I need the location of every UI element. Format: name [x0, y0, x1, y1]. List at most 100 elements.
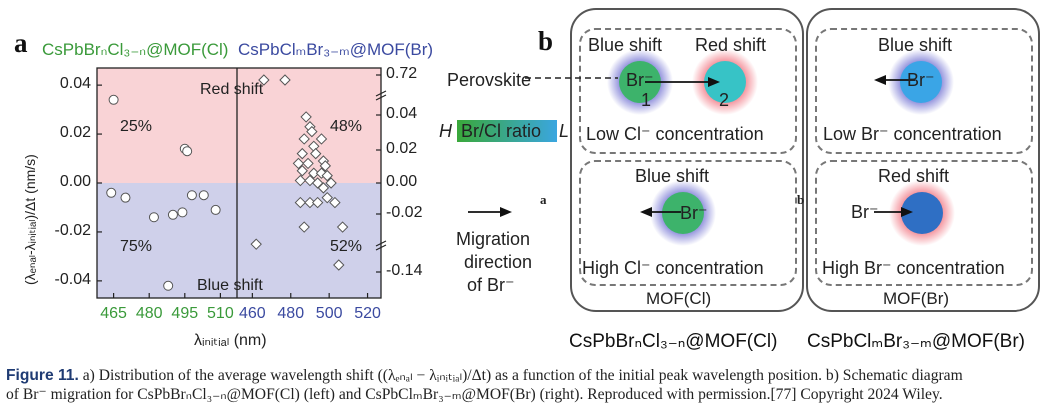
- perovskite-label: Perovskite: [447, 70, 532, 90]
- scatter-chart: [96, 67, 387, 299]
- circle-green-3: [662, 192, 704, 234]
- data-point-circle: [186, 190, 197, 201]
- mof-br-label: MOF(Br): [883, 289, 950, 308]
- pct-bottom-left: 75%: [120, 238, 153, 255]
- data-point-circle: [167, 209, 178, 220]
- pct-top-left: 25%: [120, 118, 153, 135]
- left-axis-ticks: [97, 84, 102, 282]
- bottom-label-left: CsPbBrₙCl₃₋ₙ@MOF(Cl): [569, 331, 778, 352]
- low-br-label: Low Br⁻ concentration: [823, 124, 1002, 144]
- data-point-diamond: [325, 177, 337, 189]
- br-label-3: Br⁻: [907, 70, 935, 90]
- low-cl-label: Low Cl⁻ concentration: [586, 124, 764, 144]
- x-tick-label-left: 480: [135, 305, 163, 322]
- arrow-1-to-2-head: [708, 77, 720, 87]
- data-point-diamond: [308, 167, 320, 179]
- blue-shift-text-2: Blue shift: [635, 166, 710, 186]
- red-shift-text-1: Red shift: [695, 35, 767, 55]
- panel-a-letter: a: [14, 28, 28, 58]
- blue-shift-label: Blue shift: [197, 277, 263, 294]
- data-point-diamond: [311, 196, 324, 209]
- mof-cl-label: MOF(Cl): [646, 289, 712, 308]
- bottom-label-right: CsPbClₘBr₃₋ₘ@MOF(Br): [807, 331, 1025, 352]
- circle-lightblue-4: [900, 61, 942, 103]
- data-point-diamond: [298, 133, 310, 145]
- y-tick-label: 0.00: [59, 173, 91, 190]
- right-y-tick-label: 0.04: [386, 105, 418, 122]
- pct-bottom-right: 52%: [330, 238, 363, 255]
- circle-darkblue-5: [901, 192, 943, 234]
- panel-b-letter: b: [538, 26, 554, 56]
- x-tick-label-right: 480: [277, 305, 305, 322]
- high-cl-box: [579, 160, 797, 286]
- x-tick-label-right: 520: [354, 305, 381, 322]
- data-point-diamond: [329, 196, 341, 209]
- data-point-diamond: [336, 221, 349, 233]
- legend-right-title: CsPbClₘBr₃₋ₘ@MOF(Br): [238, 40, 434, 59]
- caption-label: Figure 11.: [6, 367, 79, 384]
- small-b-label: b: [797, 192, 805, 207]
- data-point-diamond: [300, 111, 312, 123]
- arrow-left-2-head: [874, 75, 886, 85]
- br-label-1: Br⁻: [626, 70, 654, 90]
- migration-text-1: Migration: [456, 229, 531, 249]
- x-axis-ticks: [113, 293, 369, 298]
- label-2: 2: [719, 90, 730, 110]
- high-br-box: [815, 160, 1033, 286]
- data-point-circle: [198, 190, 209, 201]
- ratio-bar: [457, 120, 557, 142]
- data-point-circle: [182, 146, 193, 157]
- x-tick-label-left: 465: [100, 305, 127, 322]
- right-y-tick-label: -0.14: [386, 262, 423, 279]
- x-tick-label-right: 460: [239, 305, 266, 322]
- migration-text-3: of Br⁻: [467, 275, 515, 295]
- mof-br-frame: [806, 8, 1040, 312]
- mof-cl-frame: [570, 8, 804, 312]
- right-y-tick-label: 0.00: [386, 173, 418, 190]
- data-point-diamond: [310, 147, 322, 160]
- circle-green-1: [619, 61, 661, 103]
- data-point-diamond: [296, 165, 308, 177]
- right-axis-ticks: [376, 74, 381, 273]
- x-axis-label: λᵢₙᵢₜᵢₐₗ (nm): [194, 332, 267, 349]
- ratio-text: Br/Cl ratio: [461, 121, 542, 141]
- y-tick-label: 0.04: [59, 75, 91, 93]
- blue-shift-text-1: Blue shift: [588, 35, 663, 55]
- right-y-tick-label: 0.72: [386, 65, 418, 82]
- low-cl-box: [579, 28, 797, 154]
- axis-break-top: [375, 90, 387, 101]
- data-point-diamond: [333, 259, 345, 271]
- data-point-circle: [163, 280, 174, 291]
- legend-left-title: CsPbBrₙCl₃₋ₙ@MOF(Cl): [42, 40, 229, 59]
- high-br-label: High Br⁻ concentration: [822, 258, 1005, 278]
- right-series-points: [250, 74, 349, 271]
- br-label-4: Br⁻: [851, 202, 879, 222]
- arrow-left-1-head: [640, 207, 652, 217]
- left-series-points: [106, 94, 221, 291]
- caption-line-1: a) Distribution of the average wavelengt…: [82, 367, 963, 384]
- data-point-diamond: [321, 169, 333, 182]
- data-point-diamond: [294, 196, 307, 209]
- label-1: 1: [641, 90, 652, 110]
- data-point-circle: [177, 207, 188, 218]
- data-point-diamond: [296, 147, 308, 160]
- red-shift-region: [97, 68, 381, 183]
- migration-text-2: direction: [464, 252, 533, 272]
- high-cl-label: High Cl⁻ concentration: [582, 258, 764, 278]
- data-point-diamond: [306, 125, 318, 138]
- y-tick-label: -0.02: [54, 221, 91, 239]
- data-point-circle: [108, 94, 119, 105]
- low-br-box: [815, 28, 1033, 154]
- data-point-diamond: [292, 157, 305, 170]
- right-y-tick-label: -0.02: [386, 204, 423, 221]
- data-point-diamond: [321, 191, 333, 204]
- blue-shift-text-3: Blue shift: [878, 35, 953, 55]
- migration-arrow-head: [500, 207, 512, 217]
- data-point-diamond: [258, 74, 270, 86]
- data-point-diamond: [279, 74, 291, 86]
- x-tick-label-right: 500: [315, 305, 343, 322]
- br-label-2: Br⁻: [680, 203, 708, 223]
- data-point-diamond: [317, 182, 330, 194]
- axis-break-bottom: [375, 240, 387, 251]
- data-point-diamond: [319, 160, 332, 172]
